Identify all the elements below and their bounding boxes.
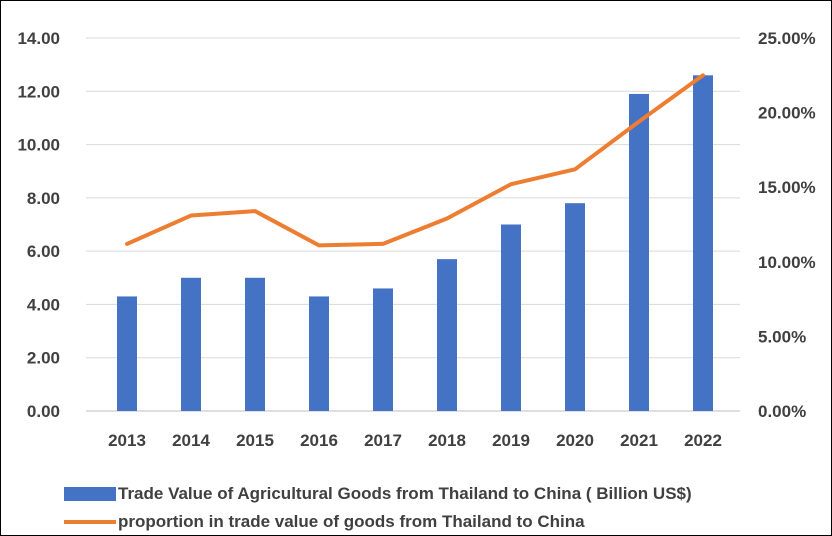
left-axis-tick-label: 0.00 <box>27 402 60 421</box>
bar <box>245 277 265 411</box>
x-axis-ticks: 2013 2014 2015 2016 2017 2018 2019 2020 2021 2022 <box>108 431 722 450</box>
left-axis-tick-label: 2.00 <box>27 349 60 368</box>
bar <box>693 75 713 412</box>
right-axis-ticks: 0.00% 5.00% 10.00% 15.00% 20.00% 25.00% <box>758 29 816 421</box>
line-series <box>125 73 705 248</box>
left-axis-tick-label: 8.00 <box>27 189 60 208</box>
right-axis-tick-label: 15.00% <box>758 178 816 197</box>
bar <box>501 224 521 411</box>
left-axis-tick-label: 4.00 <box>27 295 60 314</box>
bar <box>565 203 585 411</box>
left-axis-ticks: 0.00 2.00 4.00 6.00 8.00 10.00 12.00 14.00 <box>17 29 60 421</box>
right-axis-tick-label: 20.00% <box>758 104 816 123</box>
x-axis-tick-label: 2013 <box>108 431 146 450</box>
x-axis-tick-label: 2021 <box>620 431 658 450</box>
legend-item-line: proportion in trade value of goods from … <box>64 508 692 536</box>
proportion-line <box>125 73 705 248</box>
bar <box>373 288 393 411</box>
bar <box>629 93 649 411</box>
x-axis-tick-label: 2018 <box>428 431 466 450</box>
x-axis-tick-label: 2014 <box>172 431 210 450</box>
x-axis-tick-label: 2017 <box>364 431 402 450</box>
x-axis-tick-label: 2019 <box>492 431 530 450</box>
bar <box>117 296 137 411</box>
left-axis-tick-label: 10.00 <box>17 136 60 155</box>
right-axis-tick-label: 5.00% <box>758 327 806 346</box>
right-axis-tick-label: 25.00% <box>758 29 816 48</box>
legend: Trade Value of Agricultural Goods from T… <box>64 480 692 536</box>
x-axis-tick-label: 2022 <box>684 431 722 450</box>
right-axis-tick-label: 0.00% <box>758 402 806 421</box>
bar <box>437 259 457 411</box>
legend-swatch-bars <box>64 487 116 501</box>
left-axis-tick-label: 12.00 <box>17 82 60 101</box>
bar <box>309 296 329 411</box>
x-axis-tick-label: 2015 <box>236 431 274 450</box>
legend-swatch-line <box>64 520 116 524</box>
x-axis-tick-label: 2016 <box>300 431 338 450</box>
bar-series <box>117 75 713 412</box>
left-axis-tick-label: 14.00 <box>17 29 60 48</box>
x-axis-tick-label: 2020 <box>556 431 594 450</box>
left-axis-tick-label: 6.00 <box>27 242 60 261</box>
legend-item-bars: Trade Value of Agricultural Goods from T… <box>64 480 692 508</box>
legend-label-bars: Trade Value of Agricultural Goods from T… <box>118 484 692 503</box>
legend-label-line: proportion in trade value of goods from … <box>118 512 585 531</box>
bar <box>181 277 201 411</box>
right-axis-tick-label: 10.00% <box>758 253 816 272</box>
